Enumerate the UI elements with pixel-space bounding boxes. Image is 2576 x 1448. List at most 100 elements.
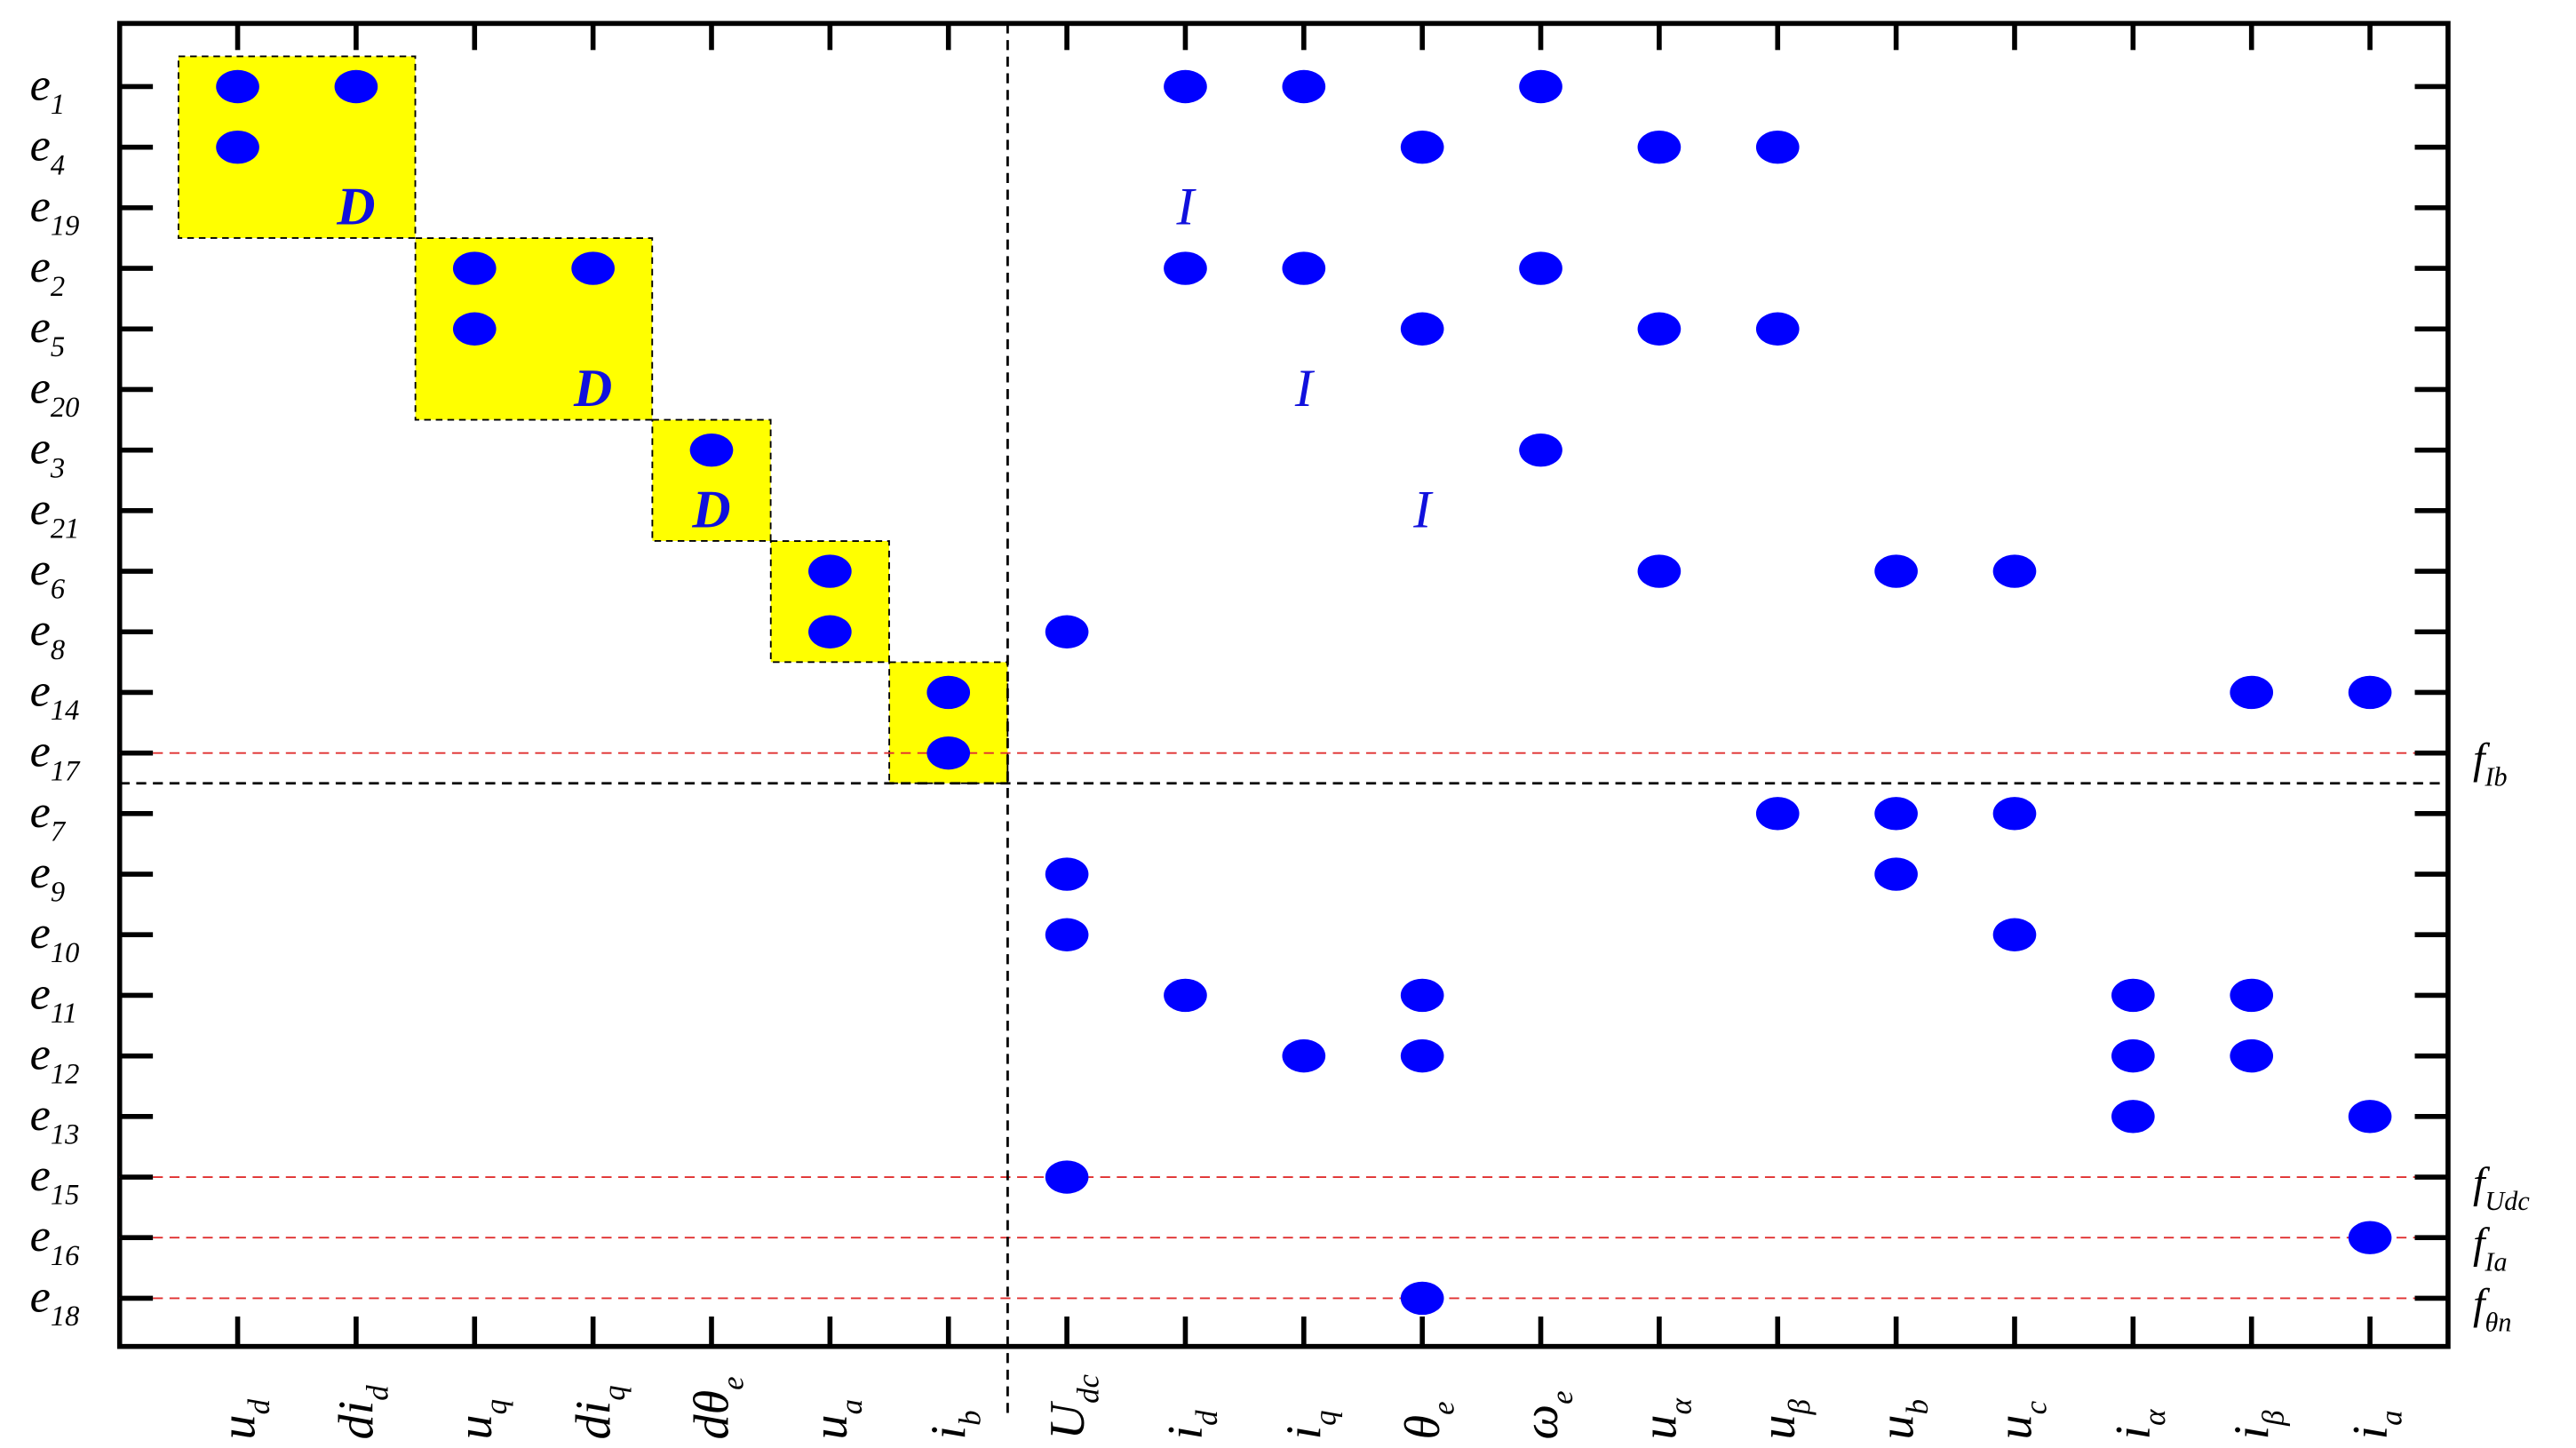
incidence-dot xyxy=(2230,1038,2274,1073)
label-sub: 1 xyxy=(51,89,65,121)
row-label: e15 xyxy=(30,1150,80,1212)
label-base: i xyxy=(1158,1426,1213,1440)
column-label: uq xyxy=(448,1399,513,1439)
label-base: di xyxy=(566,1401,621,1440)
label-sub: c xyxy=(2019,1400,2054,1414)
column-label: dθe xyxy=(685,1376,751,1439)
incidence-dot xyxy=(2348,1221,2392,1254)
block-label: D xyxy=(573,359,612,418)
label-base: e xyxy=(30,120,51,171)
row-label: e1 xyxy=(30,59,65,121)
row-label: e12 xyxy=(30,1029,80,1091)
row-label: e8 xyxy=(30,604,65,666)
incidence-dot xyxy=(1874,797,1918,831)
label-base: e xyxy=(30,1270,51,1322)
row-label: e4 xyxy=(30,120,65,182)
label-base: u xyxy=(1751,1414,1806,1439)
label-sub: 18 xyxy=(51,1301,79,1333)
incidence-dot xyxy=(2111,1038,2155,1073)
label-base: e xyxy=(30,726,51,777)
incidence-dot xyxy=(1874,857,1918,891)
column-label: uc xyxy=(1988,1400,2054,1439)
label-sub: b xyxy=(1900,1399,1935,1414)
label-sub: q xyxy=(597,1385,632,1400)
fault-label: fθn xyxy=(2473,1280,2511,1338)
label-sub: 15 xyxy=(51,1180,79,1212)
label-base: e xyxy=(30,1089,51,1141)
fault-label: fIa xyxy=(2473,1220,2508,1277)
row-label: e21 xyxy=(30,483,80,545)
label-sub: 19 xyxy=(51,211,79,243)
incidence-dot xyxy=(808,554,852,588)
incidence-dot xyxy=(571,251,615,285)
label-base: e xyxy=(30,967,51,1019)
label-sub: θn xyxy=(2485,1307,2512,1337)
row-label: e6 xyxy=(30,544,66,606)
column-label: uα xyxy=(1633,1397,1698,1439)
incidence-dot xyxy=(2348,675,2392,710)
row-label: e17 xyxy=(30,726,81,788)
label-base: u xyxy=(1633,1414,1688,1439)
row-label: e3 xyxy=(30,423,65,485)
label-base: e xyxy=(30,1150,51,1201)
incidence-dot xyxy=(1874,554,1918,588)
incidence-dot xyxy=(452,251,497,285)
label-sub: Ib xyxy=(2485,762,2508,792)
label-base: i xyxy=(1277,1426,1332,1440)
incidence-dot xyxy=(216,130,259,164)
incidence-dot xyxy=(1519,69,1562,104)
incidence-dot xyxy=(2111,1100,2155,1134)
row-label: e10 xyxy=(30,907,80,969)
frame xyxy=(116,20,2451,1349)
label-base: e xyxy=(30,664,51,716)
incidence-dot xyxy=(2230,675,2274,710)
label-sub: α xyxy=(1663,1397,1697,1414)
independent-label: I xyxy=(1175,178,1197,236)
label-base: e xyxy=(30,423,51,474)
label-base: di xyxy=(330,1401,385,1440)
incidence-dot xyxy=(1164,251,1207,285)
label-sub: 14 xyxy=(51,695,79,727)
label-sub: 11 xyxy=(51,998,77,1030)
label-sub: 20 xyxy=(51,392,79,424)
incidence-dot xyxy=(2348,1100,2392,1134)
label-base: i xyxy=(2343,1426,2398,1440)
incidence-dot xyxy=(1045,857,1089,891)
incidence-dot xyxy=(1400,1281,1444,1316)
label-sub: a xyxy=(834,1399,869,1414)
label-base: θ xyxy=(1395,1415,1451,1440)
row-label: e14 xyxy=(30,664,80,727)
label-base: u xyxy=(1988,1414,2043,1439)
label-sub: 3 xyxy=(50,452,65,484)
row-label: e19 xyxy=(30,180,80,243)
label-sub: 16 xyxy=(51,1240,80,1272)
incidence-dot xyxy=(1164,978,1207,1013)
incidence-dot xyxy=(1755,130,1800,164)
label-base: e xyxy=(30,241,51,292)
row-label: e18 xyxy=(30,1270,80,1333)
incidence-dot xyxy=(926,736,971,770)
label-base: e xyxy=(30,1029,51,1080)
label-sub: 4 xyxy=(51,149,65,181)
label-sub: 8 xyxy=(51,634,65,666)
column-label: iq xyxy=(1277,1410,1343,1439)
row-label: e7 xyxy=(30,786,67,848)
incidence-dot xyxy=(1519,433,1562,467)
incidence-dot xyxy=(1164,69,1207,104)
label-base: u xyxy=(803,1414,858,1439)
label-sub: 12 xyxy=(51,1058,79,1090)
incidence-dot xyxy=(1400,312,1444,346)
incidence-dot xyxy=(1992,918,2037,951)
column-label: diq xyxy=(566,1385,632,1439)
row-label: e16 xyxy=(30,1210,80,1272)
column-label: θe xyxy=(1395,1401,1461,1439)
label-base: e xyxy=(30,786,51,838)
label-base: e xyxy=(30,907,51,959)
label-base: e xyxy=(30,604,51,656)
row-label: e11 xyxy=(30,967,77,1030)
label-base: e xyxy=(30,180,51,232)
label-sub: β xyxy=(2255,1410,2290,1427)
label-base: u xyxy=(448,1414,503,1439)
label-base: ω xyxy=(1514,1404,1569,1440)
